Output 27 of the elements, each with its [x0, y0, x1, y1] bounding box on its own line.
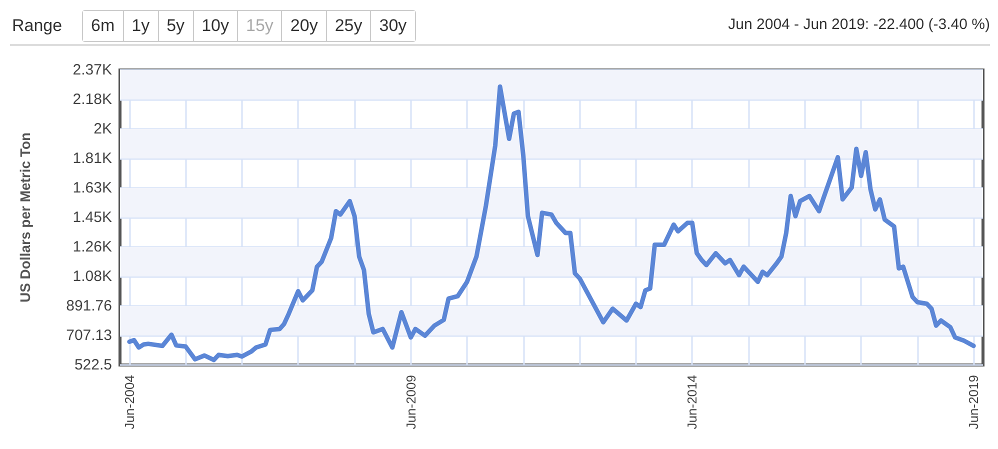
text: 6m	[83, 11, 124, 41]
text: 30y	[371, 11, 415, 41]
x-tick-label: Jun-2009	[403, 375, 418, 430]
text: 15y	[238, 11, 282, 41]
y-tick-label: 1.08K	[72, 268, 112, 285]
line-series	[127, 84, 976, 362]
y-tick-label: 522.5	[74, 356, 112, 374]
y-tick-label: 1.81K	[72, 150, 112, 167]
y-tick-label: 2K	[94, 120, 112, 138]
x-tick-label: Jun-2019	[966, 375, 982, 430]
y-tick-label: 1.26K	[72, 238, 112, 256]
x-tick-label: Jun-2004	[122, 375, 137, 430]
text: Range	[12, 16, 62, 36]
y-tick-label: 2.37K	[72, 62, 112, 78]
text: Jun 2004 - Jun 2019: -22.400 (-3.40 %)	[728, 16, 990, 33]
text: 1y	[124, 11, 159, 41]
y-tick-label: 2.18K	[72, 91, 112, 108]
text: 25y	[326, 11, 372, 41]
y-tick-label: 891.76	[66, 298, 112, 314]
text: 10y	[194, 11, 238, 41]
y-axis-title: US Dollars per Metric Ton	[17, 132, 33, 303]
y-tick-label: 1.63K	[72, 180, 112, 196]
x-tick-label: Jun-2014	[684, 375, 700, 430]
text: 20y	[282, 11, 327, 41]
text: 5y	[158, 11, 194, 41]
y-tick-label: 707.13	[66, 327, 112, 344]
y-tick-label: 1.45K	[72, 209, 112, 226]
